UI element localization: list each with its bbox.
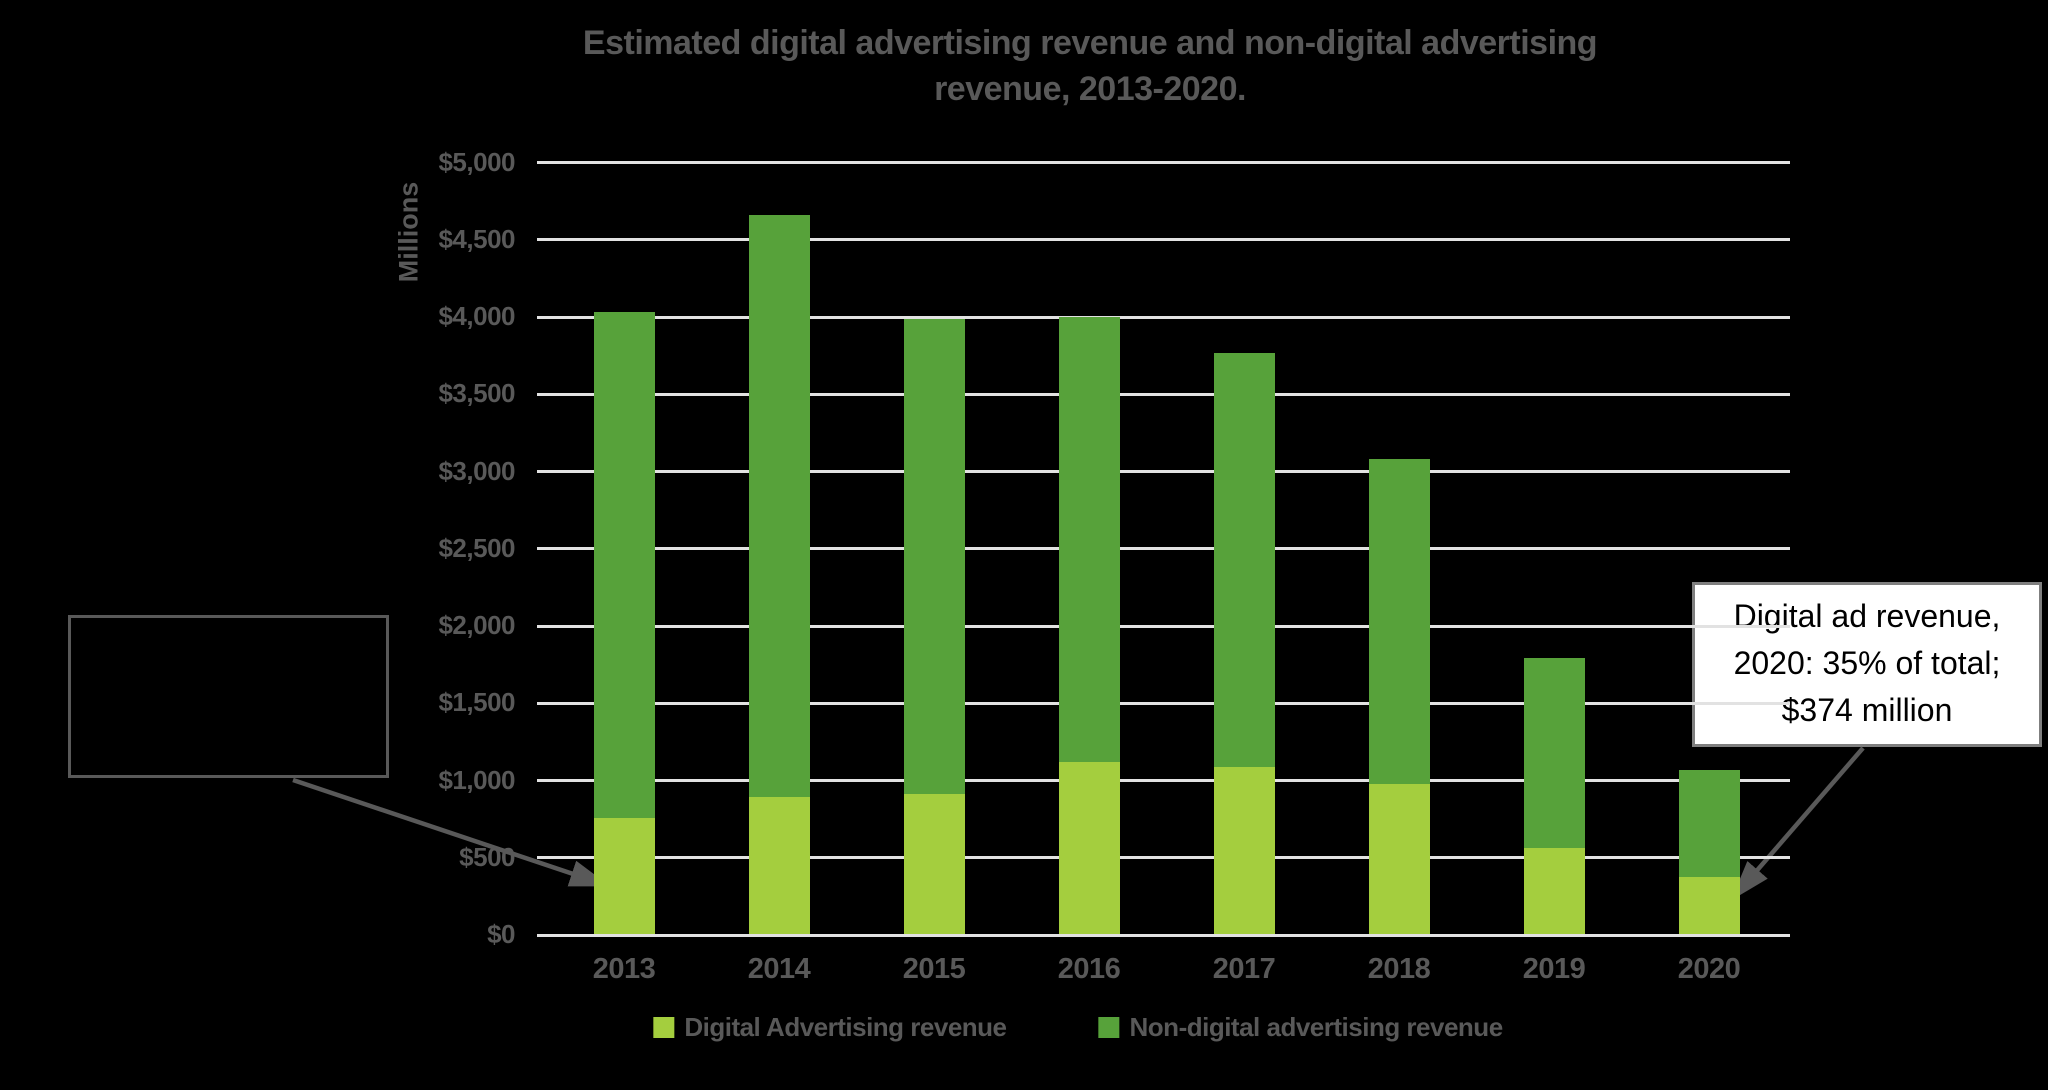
bar-segment-nondigital-2018 (1368, 459, 1430, 785)
x-tick-label-2015: 2015 (902, 953, 966, 985)
y-tick-label: $5,000 (438, 146, 515, 177)
right-callout-box: Digital ad revenue, 2020: 35% of total; … (1692, 582, 2042, 747)
y-tick-label: $500 (459, 841, 515, 872)
y-tick-label: $1,500 (438, 687, 515, 718)
bar-segment-nondigital-2019 (1523, 658, 1585, 849)
gridline (537, 315, 1790, 319)
x-tick-label-2020: 2020 (1677, 953, 1741, 985)
bar-segment-nondigital-2016 (1058, 317, 1120, 762)
bar-segment-nondigital-2017 (1213, 352, 1275, 767)
gridline (537, 624, 1790, 628)
x-tick-label-2014: 2014 (747, 953, 811, 985)
y-tick-label: $3,000 (438, 455, 515, 486)
gridline (537, 547, 1790, 551)
bar-segment-digital-2020 (1678, 877, 1740, 935)
y-tick-label: $4,000 (438, 301, 515, 331)
bar-segment-digital-2017 (1213, 766, 1275, 935)
x-tick-label-2019: 2019 (1522, 953, 1586, 985)
bar-segment-nondigital-2013 (593, 312, 655, 818)
bar-segment-nondigital-2015 (903, 318, 965, 794)
y-tick-label: $1,000 (438, 764, 515, 795)
y-tick-label: $4,500 (438, 223, 515, 254)
bar-segment-digital-2015 (903, 793, 965, 935)
legend-label: Non-digital advertising revenue (1129, 1012, 1504, 1042)
left-callout-box (68, 615, 389, 778)
bar-segment-nondigital-2014 (748, 215, 810, 798)
legend: Digital Advertising revenue Non-digital a… (653, 1012, 1504, 1043)
gridline (537, 392, 1790, 396)
bar-segment-digital-2018 (1368, 784, 1430, 935)
bar-segment-nondigital-2020 (1678, 769, 1740, 878)
y-tick-label: $2,000 (438, 610, 515, 640)
legend-swatch-icon (653, 1017, 675, 1038)
x-axis-line (537, 933, 1790, 937)
bar-segment-digital-2019 (1523, 848, 1585, 935)
gridline (537, 161, 1790, 164)
gridline (537, 238, 1790, 242)
bar-segment-digital-2013 (593, 817, 655, 935)
chart-title: Estimated digital advertising revenue an… (582, 24, 1598, 108)
y-tick-label: $3,500 (438, 378, 515, 409)
y-tick-label: $0 (487, 919, 515, 949)
legend-swatch-icon (1098, 1017, 1120, 1038)
x-tick-label-2018: 2018 (1367, 953, 1431, 985)
gridline (537, 856, 1790, 860)
gridline (537, 701, 1790, 705)
legend-label: Digital Advertising revenue (684, 1012, 1007, 1042)
bar-segment-digital-2014 (748, 797, 810, 935)
gridline (537, 779, 1790, 782)
legend-item: Non-digital advertising revenue (1098, 1012, 1504, 1043)
x-tick-label-2016: 2016 (1057, 953, 1121, 985)
y-tick-label: $2,500 (438, 532, 515, 563)
x-tick-label-2017: 2017 (1212, 953, 1276, 985)
legend-item: Digital Advertising revenue (653, 1012, 1007, 1043)
x-tick-label-2013: 2013 (592, 953, 656, 985)
right-callout-arrow (1731, 746, 1865, 901)
bar-segment-digital-2016 (1058, 761, 1120, 935)
gridline (537, 470, 1790, 473)
